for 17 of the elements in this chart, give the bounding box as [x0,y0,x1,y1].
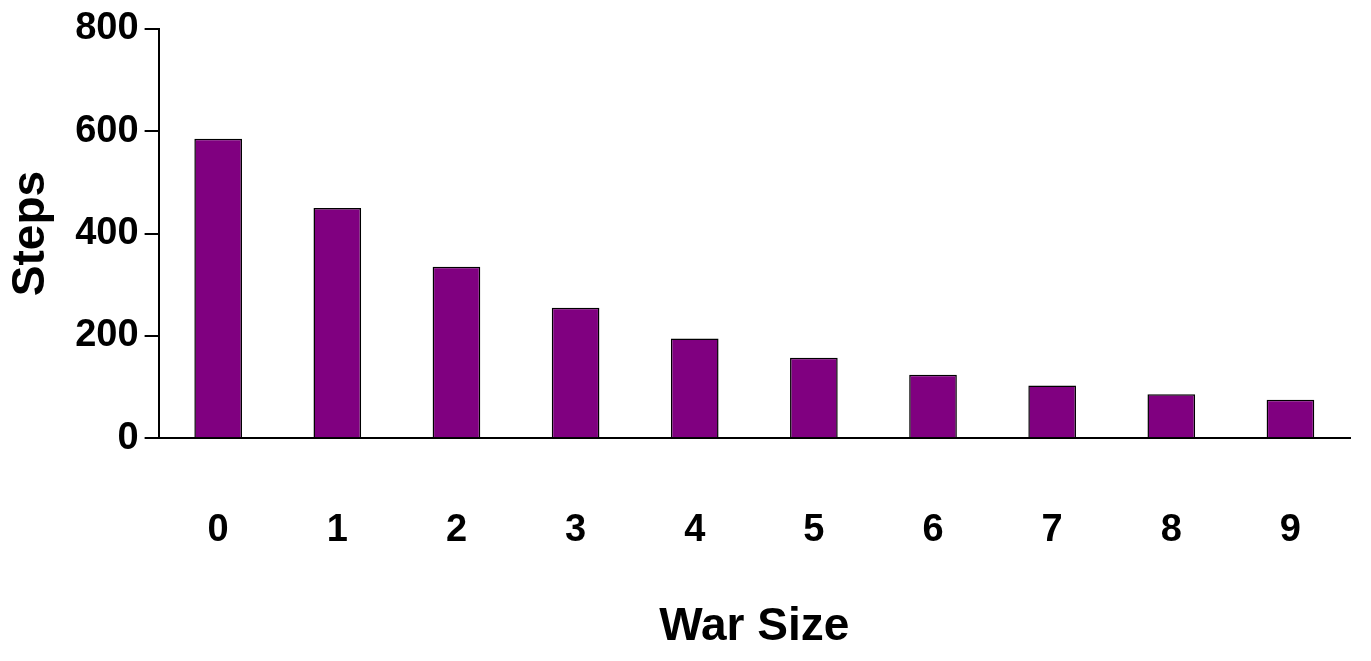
x-tick-label: 9 [1279,507,1301,550]
x-axis-title: War Size [659,598,850,651]
x-tick-label: 5 [803,507,825,550]
y-tick-label: 800 [75,5,139,48]
y-axis-title: Steps [2,170,55,297]
x-tick-label: 3 [565,507,587,550]
x-tick-label: 1 [326,507,348,550]
y-tick-label: 600 [75,107,139,150]
x-tick-label: 7 [1041,507,1063,550]
y-tick-label: 0 [117,414,139,457]
x-tick-label: 4 [684,507,706,550]
x-tick-label: 6 [922,507,944,550]
y-tick-label: 400 [75,209,139,252]
x-tick-label: 2 [445,507,468,550]
y-tick-label: 200 [75,312,139,355]
x-tick-label: 8 [1160,507,1182,550]
x-tick-label: 0 [207,507,229,550]
